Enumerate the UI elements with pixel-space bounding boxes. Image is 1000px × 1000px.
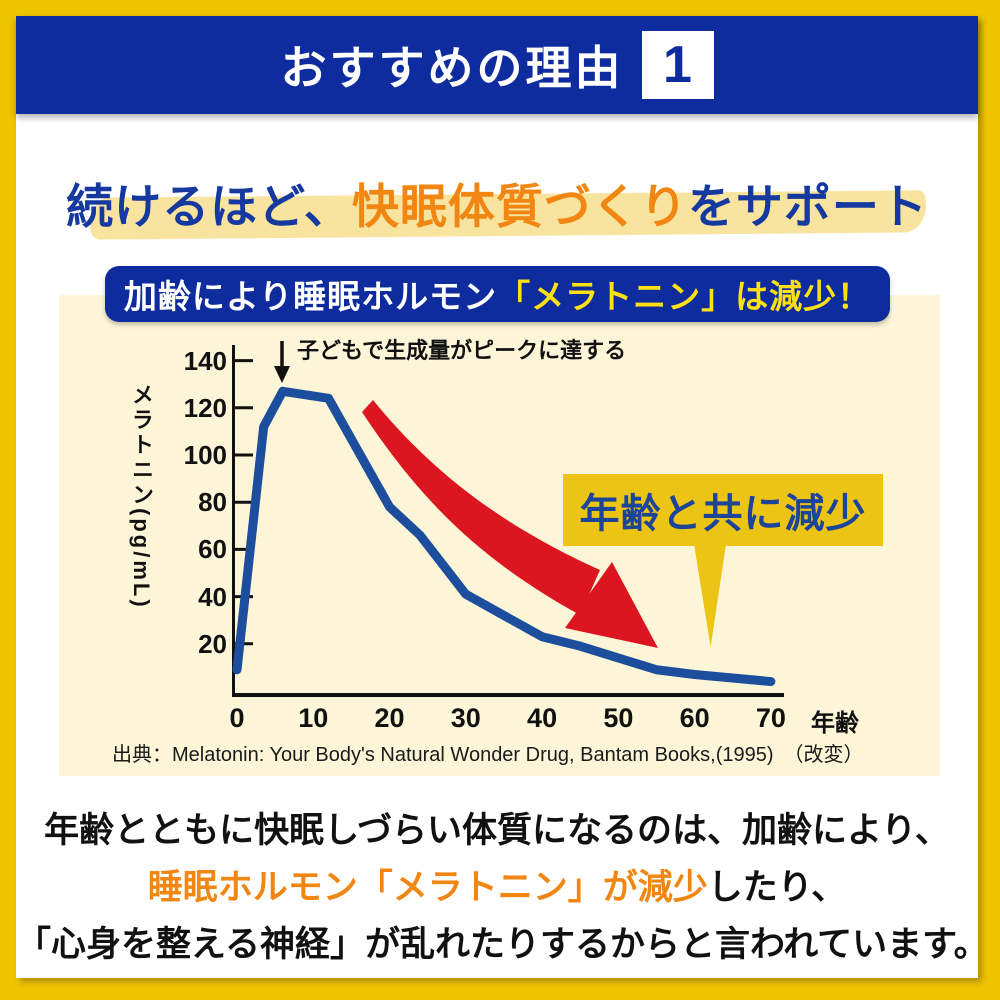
decline-callout: 年齢と共に減少 — [563, 474, 883, 546]
headline-part1: 続けるほど、 — [66, 179, 352, 233]
x-axis-title: 年齢 — [811, 710, 859, 737]
headline-text: 続けるほど、快眠体質づくりをサポート — [66, 168, 928, 237]
headline-emphasis: 快眠体質づくり — [351, 179, 688, 233]
chart-panel: メラトニン(pg/mL) 20 40 60 80 100 120 140 0 10 20 30 40… — [59, 295, 940, 776]
headline: 続けるほど、快眠体質づくりをサポート — [16, 150, 978, 254]
x-tick-label: 70 — [755, 703, 786, 733]
melatonin-curve — [232, 386, 776, 687]
paragraph-line-2-black: したり、 — [707, 868, 847, 907]
peak-annotation: 子どもで生成量がピークに達する — [297, 338, 627, 363]
paragraph-line-3: 「心身を整える神経」が乱れたりするからと言われています。 — [16, 925, 989, 964]
y-tick-label: 80 — [198, 487, 227, 518]
header-banner: おすすめの理由 1 — [16, 16, 978, 114]
header-number-box: 1 — [641, 31, 714, 99]
x-tick-label: 60 — [679, 703, 710, 733]
content-card: おすすめの理由 1 続けるほど、快眠体質づくりをサポート 加齢により睡眠ホルモン… — [16, 16, 989, 978]
paragraph-line-2-orange: 睡眠ホルモン「メラトニン」が減少 — [147, 868, 708, 907]
x-tick-label: 40 — [527, 703, 558, 733]
paragraph-line-1: 年齢とともに快眠しづらい体質になるのは、加齢により、 — [44, 811, 950, 850]
x-tick-label: 0 — [229, 703, 245, 733]
x-tick-label: 50 — [603, 703, 634, 733]
y-tick-label: 40 — [198, 581, 227, 612]
y-tick-label: 140 — [183, 345, 227, 376]
y-tick-label: 120 — [183, 392, 227, 423]
subtitle-banner-highlight-text: 「メラトニン」は減少！ — [497, 278, 872, 315]
y-tick-label: 20 — [198, 628, 227, 659]
header-title: おすすめの理由 — [280, 42, 624, 94]
decline-arrow-icon — [362, 400, 658, 648]
decline-callout-text: 年齢と共に減少 — [579, 492, 867, 536]
y-tick-label: 60 — [198, 534, 227, 565]
headline-part2: をサポート — [687, 179, 928, 233]
paragraph-line-2: 睡眠ホルモン「メラトニン」が減少したり、 — [16, 859, 978, 916]
x-tick-label: 20 — [374, 703, 405, 733]
subtitle-banner: 加齢により睡眠ホルモン 「メラトニン」は減少！ — [105, 266, 890, 322]
subtitle-banner-text: 加齢により睡眠ホルモン — [123, 278, 498, 315]
x-tick-label: 30 — [450, 703, 481, 733]
body-paragraph: 年齢とともに快眠しづらい体質になるのは、加齢により、 睡眠ホルモン「メラトニン」… — [16, 802, 989, 973]
y-tick-label: 100 — [183, 440, 227, 470]
y-axis-title: メラトニン(pg/mL) — [129, 383, 154, 610]
source-citation: 出典：Melatonin: Your Body's Natural Wonder… — [112, 744, 864, 766]
peak-arrow-icon — [274, 341, 290, 383]
melatonin-chart — [232, 341, 784, 697]
x-tick-label: 10 — [298, 703, 329, 733]
header-number: 1 — [663, 36, 692, 94]
